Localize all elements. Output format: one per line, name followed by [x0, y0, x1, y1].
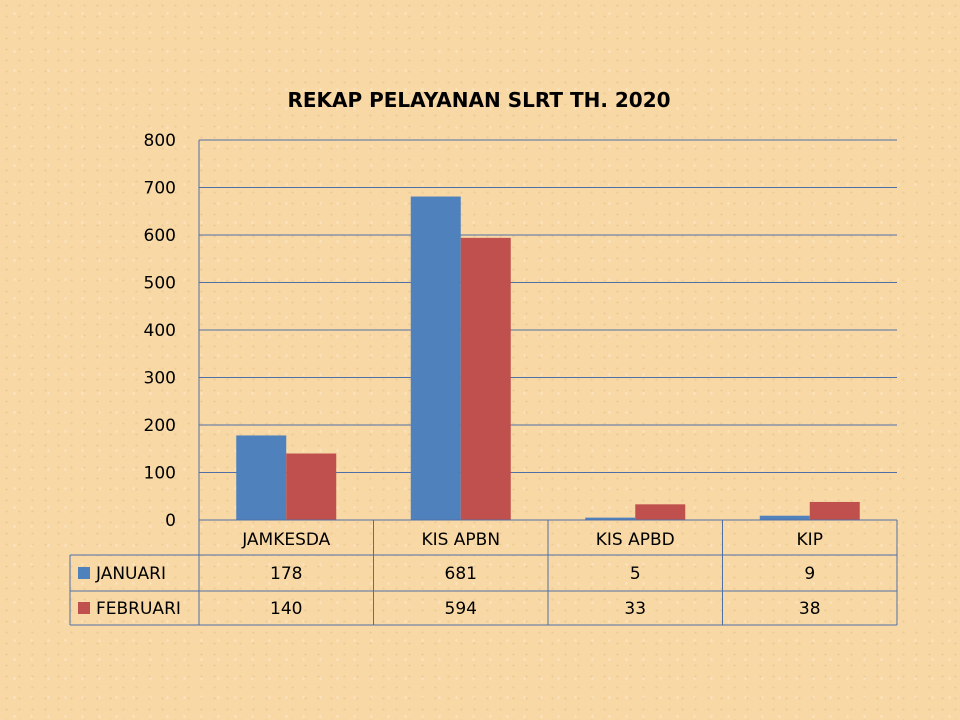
y-tick-label: 800 [144, 131, 176, 151]
y-tick-label: 400 [144, 321, 176, 341]
bar-januari-kis-apbn [410, 196, 461, 520]
y-tick-label: 300 [144, 369, 176, 389]
data-label: 594 [445, 599, 477, 619]
category-label: KIS APBD [596, 530, 675, 550]
y-axis-ticks: 0 100 200 300 400 500 600 700 800 [144, 131, 176, 531]
legend-label-januari: JANUARI [95, 564, 166, 584]
y-tick-label: 0 [165, 511, 176, 531]
data-table: JAMKESDA KIS APBN KIS APBD KIP JANUARI 178 681… [69, 519, 898, 626]
data-label: 681 [445, 564, 477, 584]
bar-januari-jamkesda [236, 435, 287, 520]
bar-januari-kis-apbd [585, 517, 636, 520]
legend-swatch-februari [78, 602, 90, 614]
y-tick-label: 500 [144, 274, 176, 294]
gridlines [198, 139, 897, 520]
y-tick-label: 100 [144, 464, 176, 484]
data-label: 33 [624, 599, 646, 619]
y-tick-label: 600 [144, 226, 176, 246]
category-label: KIP [797, 530, 823, 550]
y-tick-label: 200 [144, 416, 176, 436]
data-label: 5 [630, 564, 641, 584]
y-tick-label: 700 [144, 179, 176, 199]
bar-februari-kis-apbd [635, 504, 686, 520]
bar-februari-kis-apbn [460, 237, 511, 520]
bars [236, 196, 860, 520]
category-label: JAMKESDA [241, 530, 330, 550]
data-label: 38 [799, 599, 821, 619]
data-label: 140 [270, 599, 302, 619]
legend-label-februari: FEBRUARI [96, 599, 181, 619]
legend-swatch-januari [78, 567, 90, 579]
category-label: KIS APBN [421, 530, 500, 550]
bar-januari-kip [759, 515, 810, 520]
chart-title: REKAP PELAYANAN SLRT TH. 2020 [287, 88, 670, 112]
data-label: 9 [804, 564, 815, 584]
bar-februari-kip [809, 501, 860, 520]
bar-februari-jamkesda [286, 453, 337, 520]
data-label: 178 [270, 564, 302, 584]
